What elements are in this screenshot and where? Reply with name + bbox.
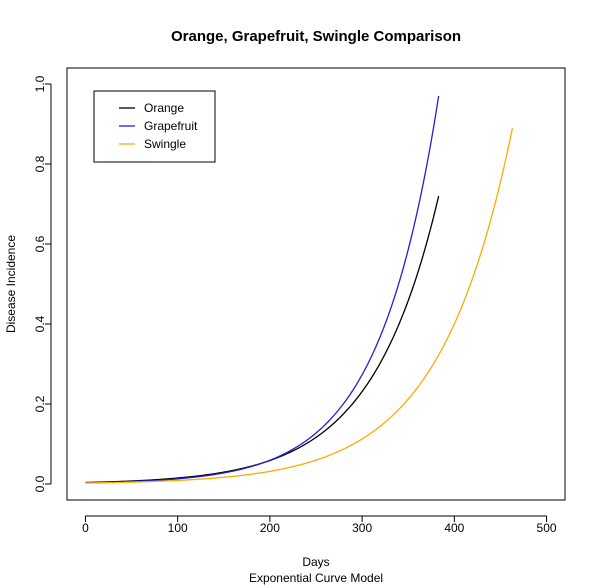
series-line-swingle [85,127,514,484]
x-tick-label: 0 [82,521,89,535]
y-tick-label: 0.8 [33,155,47,172]
legend-label-swingle: Swingle [144,137,186,151]
series-line-grapefruit [85,95,440,484]
chart-title: Orange, Grapefruit, Swingle Comparison [171,28,461,45]
x-axis: 0 100 200 300 400 500 [82,515,557,535]
y-tick-label: 0.2 [33,395,47,412]
y-axis: 0.0 0.2 0.4 0.6 0.8 1.0 [33,75,52,492]
chart-subtitle: Exponential Curve Model [249,571,383,585]
series-layer [85,95,514,484]
legend-box [93,90,216,163]
y-tick-label: 0.0 [33,475,47,492]
x-tick-label: 500 [537,521,557,535]
y-tick-label: 1.0 [33,75,47,92]
x-axis-title: Days [302,555,329,569]
x-tick-label: 400 [444,521,464,535]
plot-frame [66,67,566,501]
legend-label-orange: Orange [144,101,184,115]
legend-label-grapefruit: Grapefruit [144,119,198,133]
x-tick-label: 300 [352,521,372,535]
y-tick-label: 0.4 [33,315,47,332]
legend: Orange Grapefruit Swingle [93,90,216,163]
x-tick-label: 200 [260,521,280,535]
y-tick-label: 0.6 [33,235,47,252]
x-tick-label: 100 [168,521,188,535]
y-axis-title: Disease Incidence [4,235,18,333]
